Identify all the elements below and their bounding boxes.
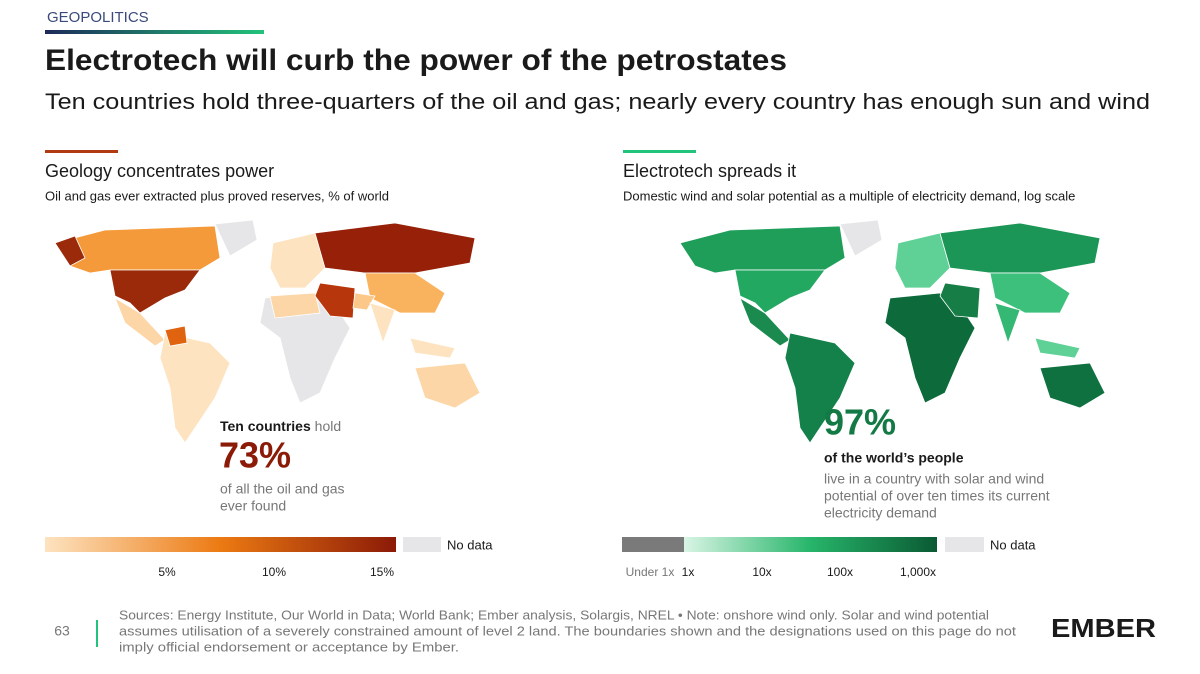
callout-lead-strong: Ten countries: [220, 418, 311, 434]
legend-no-data-label: No data: [990, 537, 1036, 552]
callout-text: live in a country with solar and wind: [824, 471, 1044, 487]
sources: Sources: Energy Institute, Our World in …: [119, 608, 989, 622]
title: Electrotech will curb the power of the p…: [45, 44, 787, 77]
panel-description: Oil and gas ever extracted plus proved r…: [45, 188, 389, 203]
legend-tick: Under 1x: [626, 565, 675, 579]
callout-text: potential of over ten times its current: [824, 488, 1050, 504]
panel-heading: Electrotech spreads it: [623, 161, 796, 181]
sun-map: [679, 219, 1106, 444]
kicker: GEOPOLITICS: [47, 9, 149, 26]
panel-description: Domestic wind and solar potential as a m…: [623, 188, 1075, 203]
legend-tick: 5%: [158, 565, 176, 579]
callout-lead: Ten countries hold: [220, 418, 341, 434]
panel-rule: [623, 150, 696, 153]
oil-map: [54, 219, 481, 444]
callout-lead: of the world’s people: [824, 450, 964, 466]
sources: assumes utilisation of a severely constr…: [119, 624, 1017, 638]
panel-heading: Geology concentrates power: [45, 161, 274, 181]
panel-rule: [45, 150, 118, 153]
callout-figure: 73%: [219, 435, 291, 476]
kicker-rule: [45, 30, 264, 34]
callout-text: ever found: [220, 498, 286, 514]
legend-no-data: [403, 537, 441, 552]
callout-lead-suffix: hold: [315, 418, 341, 434]
logo: EMBER: [1051, 613, 1156, 643]
legend-tick: 15%: [370, 565, 394, 579]
legend-scale: [45, 537, 396, 552]
legend-tick: 10%: [262, 565, 286, 579]
legend-tick: 1,000x: [900, 565, 936, 579]
legend-tick: 100x: [827, 565, 853, 579]
sources: imply official endorsement or acceptance…: [119, 640, 459, 654]
subtitle: Ten countries hold three-quarters of the…: [45, 89, 1150, 114]
legend-tick: 1x: [682, 565, 695, 579]
callout-figure: 97%: [824, 402, 896, 443]
legend-no-data-label: No data: [447, 537, 493, 552]
legend-no-data: [945, 537, 984, 552]
legend-scale: [684, 537, 937, 552]
legend-under: [622, 537, 684, 552]
callout-text: electricity demand: [824, 505, 937, 521]
page-number: 63: [54, 623, 70, 639]
footer-rule: [96, 620, 98, 647]
legend-tick: 10x: [752, 565, 771, 579]
callout-text: of all the oil and gas: [220, 481, 345, 497]
